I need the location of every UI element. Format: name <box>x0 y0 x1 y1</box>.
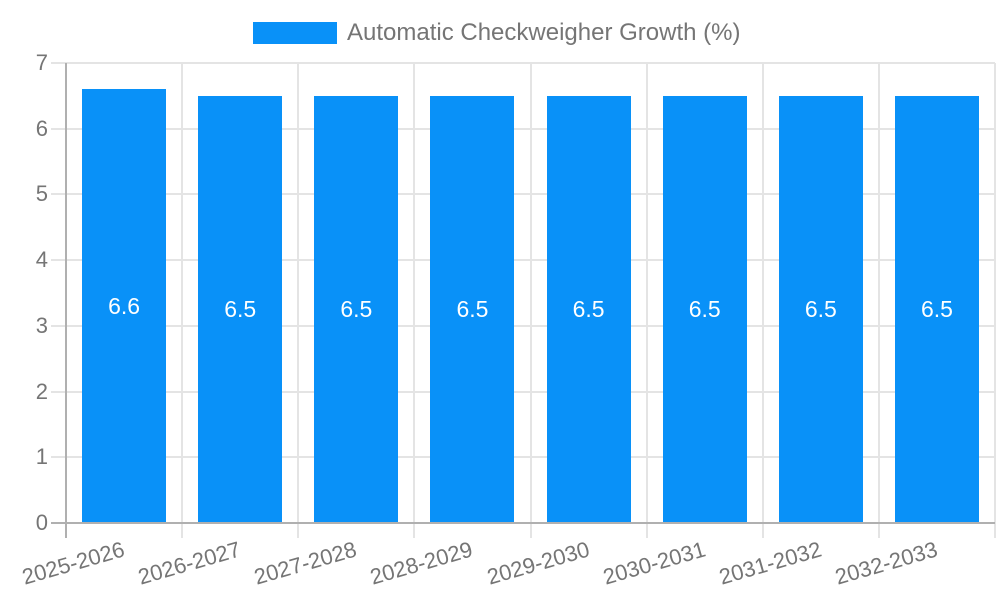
bar[interactable] <box>662 95 747 523</box>
gridline-h-2 <box>51 390 995 393</box>
gridline-v-8 <box>994 63 996 538</box>
bar-value-label: 6.6 <box>108 293 141 320</box>
gridline-h-1 <box>51 456 995 459</box>
bar[interactable] <box>82 89 167 523</box>
gridline-v-0 <box>65 63 67 538</box>
gridline-h-3 <box>51 324 995 327</box>
gridline-v-7 <box>877 63 880 538</box>
y-tick-label: 1 <box>35 444 48 470</box>
gridline-v-2 <box>297 63 300 538</box>
bar[interactable] <box>778 95 863 523</box>
y-tick-label: 6 <box>35 115 48 141</box>
gridline-h-5 <box>51 193 995 196</box>
legend-swatch <box>253 22 337 44</box>
gridline-h-6 <box>51 127 995 130</box>
y-tick-label: 0 <box>35 510 48 535</box>
bar-value-label: 6.5 <box>340 296 373 323</box>
bar[interactable] <box>198 95 283 523</box>
gridline-h-0 <box>51 522 995 524</box>
gridline-v-1 <box>181 63 184 538</box>
bar[interactable] <box>894 95 979 523</box>
y-tick-label: 3 <box>35 312 48 338</box>
gridline-v-4 <box>529 63 532 538</box>
bar-value-label: 6.5 <box>920 296 953 323</box>
bar-value-label: 6.5 <box>804 296 837 323</box>
gridline-v-3 <box>413 63 416 538</box>
gridline-v-6 <box>761 63 764 538</box>
y-tick-label: 2 <box>35 378 48 404</box>
y-tick-label: 4 <box>35 247 48 273</box>
gridline-h-4 <box>51 259 995 262</box>
bar-value-label: 6.5 <box>456 296 489 323</box>
gridline-h-7 <box>51 62 995 64</box>
bar-value-label: 6.5 <box>572 296 605 323</box>
legend[interactable]: Automatic Checkweigher Growth (%) <box>253 21 740 45</box>
bar-value-label: 6.5 <box>224 296 257 323</box>
gridline-v-5 <box>645 63 648 538</box>
bar-value-label: 6.5 <box>688 296 721 323</box>
y-tick-label: 7 <box>35 50 48 75</box>
bar[interactable] <box>430 95 515 523</box>
bar[interactable] <box>314 95 399 523</box>
y-tick-label: 5 <box>35 181 48 207</box>
bar[interactable] <box>546 95 631 523</box>
legend-label: Automatic Checkweigher Growth (%) <box>347 19 741 46</box>
